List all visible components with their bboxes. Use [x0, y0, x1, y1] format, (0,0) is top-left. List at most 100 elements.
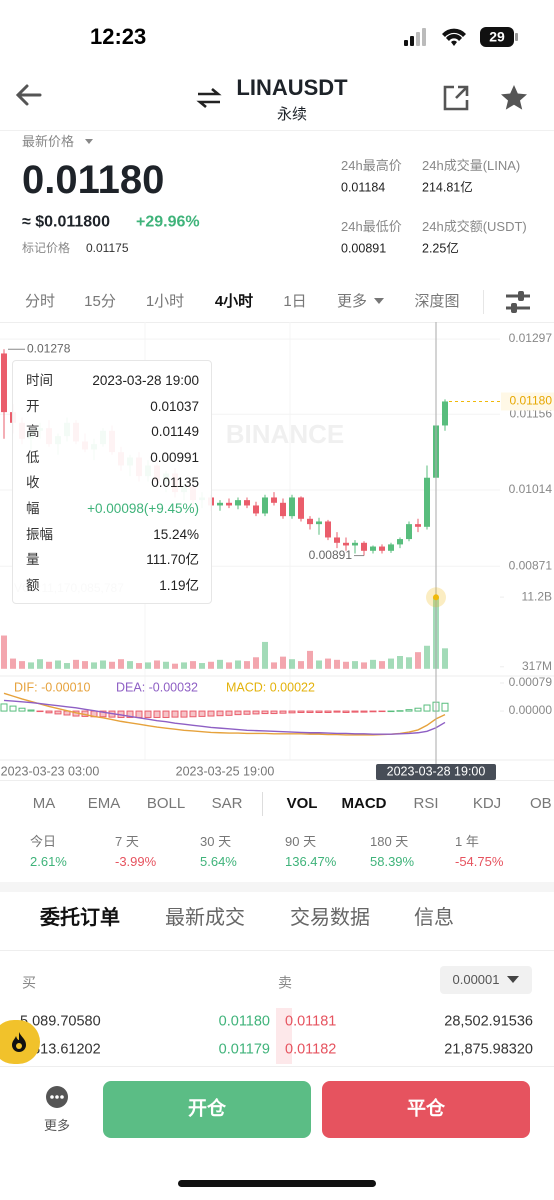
- tooltip: [12, 360, 212, 604]
- back-button[interactable]: [14, 80, 44, 110]
- candle-body: [280, 502, 286, 517]
- ask-qty: 28,502.91536: [444, 1013, 533, 1030]
- macd-bar: [207, 710, 215, 717]
- macd-bar: [144, 710, 152, 718]
- macd-bar: [360, 710, 368, 713]
- indicator-tab[interactable]: MACD: [341, 795, 387, 812]
- order-tab[interactable]: 最新成交: [165, 907, 245, 929]
- timeframe-tab[interactable]: 4小时: [214, 293, 254, 310]
- open-button[interactable]: [103, 1081, 311, 1138]
- chart-settings[interactable]: [504, 289, 532, 315]
- bid-price: 0.01180: [218, 1013, 270, 1030]
- timeframe-tab[interactable]: 15分: [84, 293, 116, 310]
- volume-bar: [271, 662, 277, 669]
- open-label[interactable]: 开仓: [187, 1098, 227, 1120]
- watermark: BINANCE: [226, 419, 344, 449]
- indicator-tab[interactable]: EMA: [87, 795, 121, 812]
- indicator-tab[interactable]: VOL: [286, 795, 318, 812]
- candle-body: [1, 353, 7, 413]
- close-label[interactable]: 平仓: [406, 1098, 446, 1120]
- more-icon[interactable]: [45, 1085, 69, 1109]
- macd-bar: [45, 710, 53, 714]
- share-button[interactable]: [442, 84, 470, 112]
- x-tick-label: 2023-03-25 19:00: [176, 764, 275, 778]
- macd-bar: [297, 710, 305, 713]
- timeframe-tab[interactable]: 更多: [336, 293, 368, 310]
- macd-bar: [333, 710, 341, 713]
- volume-bar: [235, 660, 241, 669]
- ask-price: 0.01181: [285, 1013, 337, 1030]
- tooltip-value: 0.01037: [150, 398, 199, 414]
- volume-bar: [262, 641, 268, 669]
- timeframe-tab[interactable]: 深度图: [414, 293, 460, 310]
- volume-bar: [406, 657, 412, 669]
- macd-bar: [423, 704, 431, 712]
- tooltip-label: 低: [26, 449, 40, 465]
- order-tab[interactable]: 委托订单: [40, 907, 120, 929]
- macd-bar: [180, 710, 188, 718]
- timeframe-tab[interactable]: 分时: [24, 293, 56, 310]
- dropdown-arrow: [85, 139, 93, 144]
- depth-bar: [276, 1008, 292, 1064]
- close-button[interactable]: [322, 1081, 530, 1138]
- volume-bar: [19, 661, 25, 669]
- tooltip-label: 振幅: [26, 526, 53, 542]
- tooltip-label: 开: [26, 398, 40, 414]
- y-tick-label: 0.01297: [509, 331, 553, 345]
- indicator-tab[interactable]: MA: [32, 795, 56, 812]
- macd-bar: [216, 710, 224, 717]
- label: 买: [22, 974, 36, 991]
- macd-bar: [324, 710, 332, 713]
- volume-bar: [280, 656, 286, 669]
- macd-bar: [198, 710, 206, 717]
- macd-bar: [171, 710, 179, 718]
- volume-bar: [190, 661, 196, 669]
- indicator-tab[interactable]: SAR: [211, 795, 243, 812]
- macd-bar: [0, 703, 8, 712]
- volume-bar: [253, 657, 259, 669]
- volume-bar: [199, 663, 205, 669]
- tooltip-label: 收: [26, 475, 40, 491]
- candle-body: [397, 539, 403, 545]
- return-value: -3.99%: [115, 854, 157, 870]
- volume-bar: [145, 662, 151, 669]
- candle-body: [388, 544, 394, 551]
- timeframe-tab[interactable]: 1小时: [145, 293, 185, 310]
- timeframe-tab[interactable]: 1日: [283, 293, 307, 310]
- macd-bar: [27, 709, 35, 712]
- last-price-tag: [501, 392, 554, 411]
- last-price: 0.01180: [22, 158, 165, 202]
- candle-body: [307, 518, 313, 525]
- return-value: 5.64%: [200, 854, 237, 870]
- tooltip-label: 高: [26, 424, 40, 440]
- tooltip-value: 0.01135: [151, 475, 199, 491]
- macd-bar: [135, 710, 143, 718]
- indicator-tab[interactable]: KDJ: [472, 795, 502, 812]
- more-label[interactable]: 更多: [43, 1118, 71, 1134]
- divider: [0, 322, 554, 323]
- indicator-tab[interactable]: OB: [530, 795, 552, 812]
- favorite-button[interactable]: [500, 84, 528, 112]
- candle-body: [370, 546, 376, 551]
- order-tab[interactable]: 信息: [414, 907, 454, 929]
- swap-icon[interactable]: [196, 86, 222, 110]
- return-value: 136.47%: [285, 854, 337, 870]
- candle-body: [361, 542, 367, 551]
- precision[interactable]: 0.00001: [452, 972, 500, 988]
- indicator-tab[interactable]: RSI: [413, 795, 439, 812]
- volume-bar: [163, 661, 169, 669]
- volume-bar: [208, 661, 214, 669]
- macd-bar: [369, 710, 377, 713]
- volume-bar: [91, 662, 97, 669]
- tooltip-value: 2023-03-28 19:00: [92, 372, 199, 388]
- order-tab[interactable]: 交易数据: [290, 907, 370, 929]
- volume-bar: [109, 661, 115, 669]
- indicator-tab[interactable]: BOLL: [146, 795, 186, 812]
- divider: [0, 780, 554, 781]
- y-tick-label: 0.00871: [509, 558, 553, 572]
- volume-bar: [154, 660, 160, 669]
- precision-select[interactable]: [440, 966, 532, 994]
- volume-bar: [46, 661, 52, 669]
- return-period: 1 年: [455, 834, 479, 850]
